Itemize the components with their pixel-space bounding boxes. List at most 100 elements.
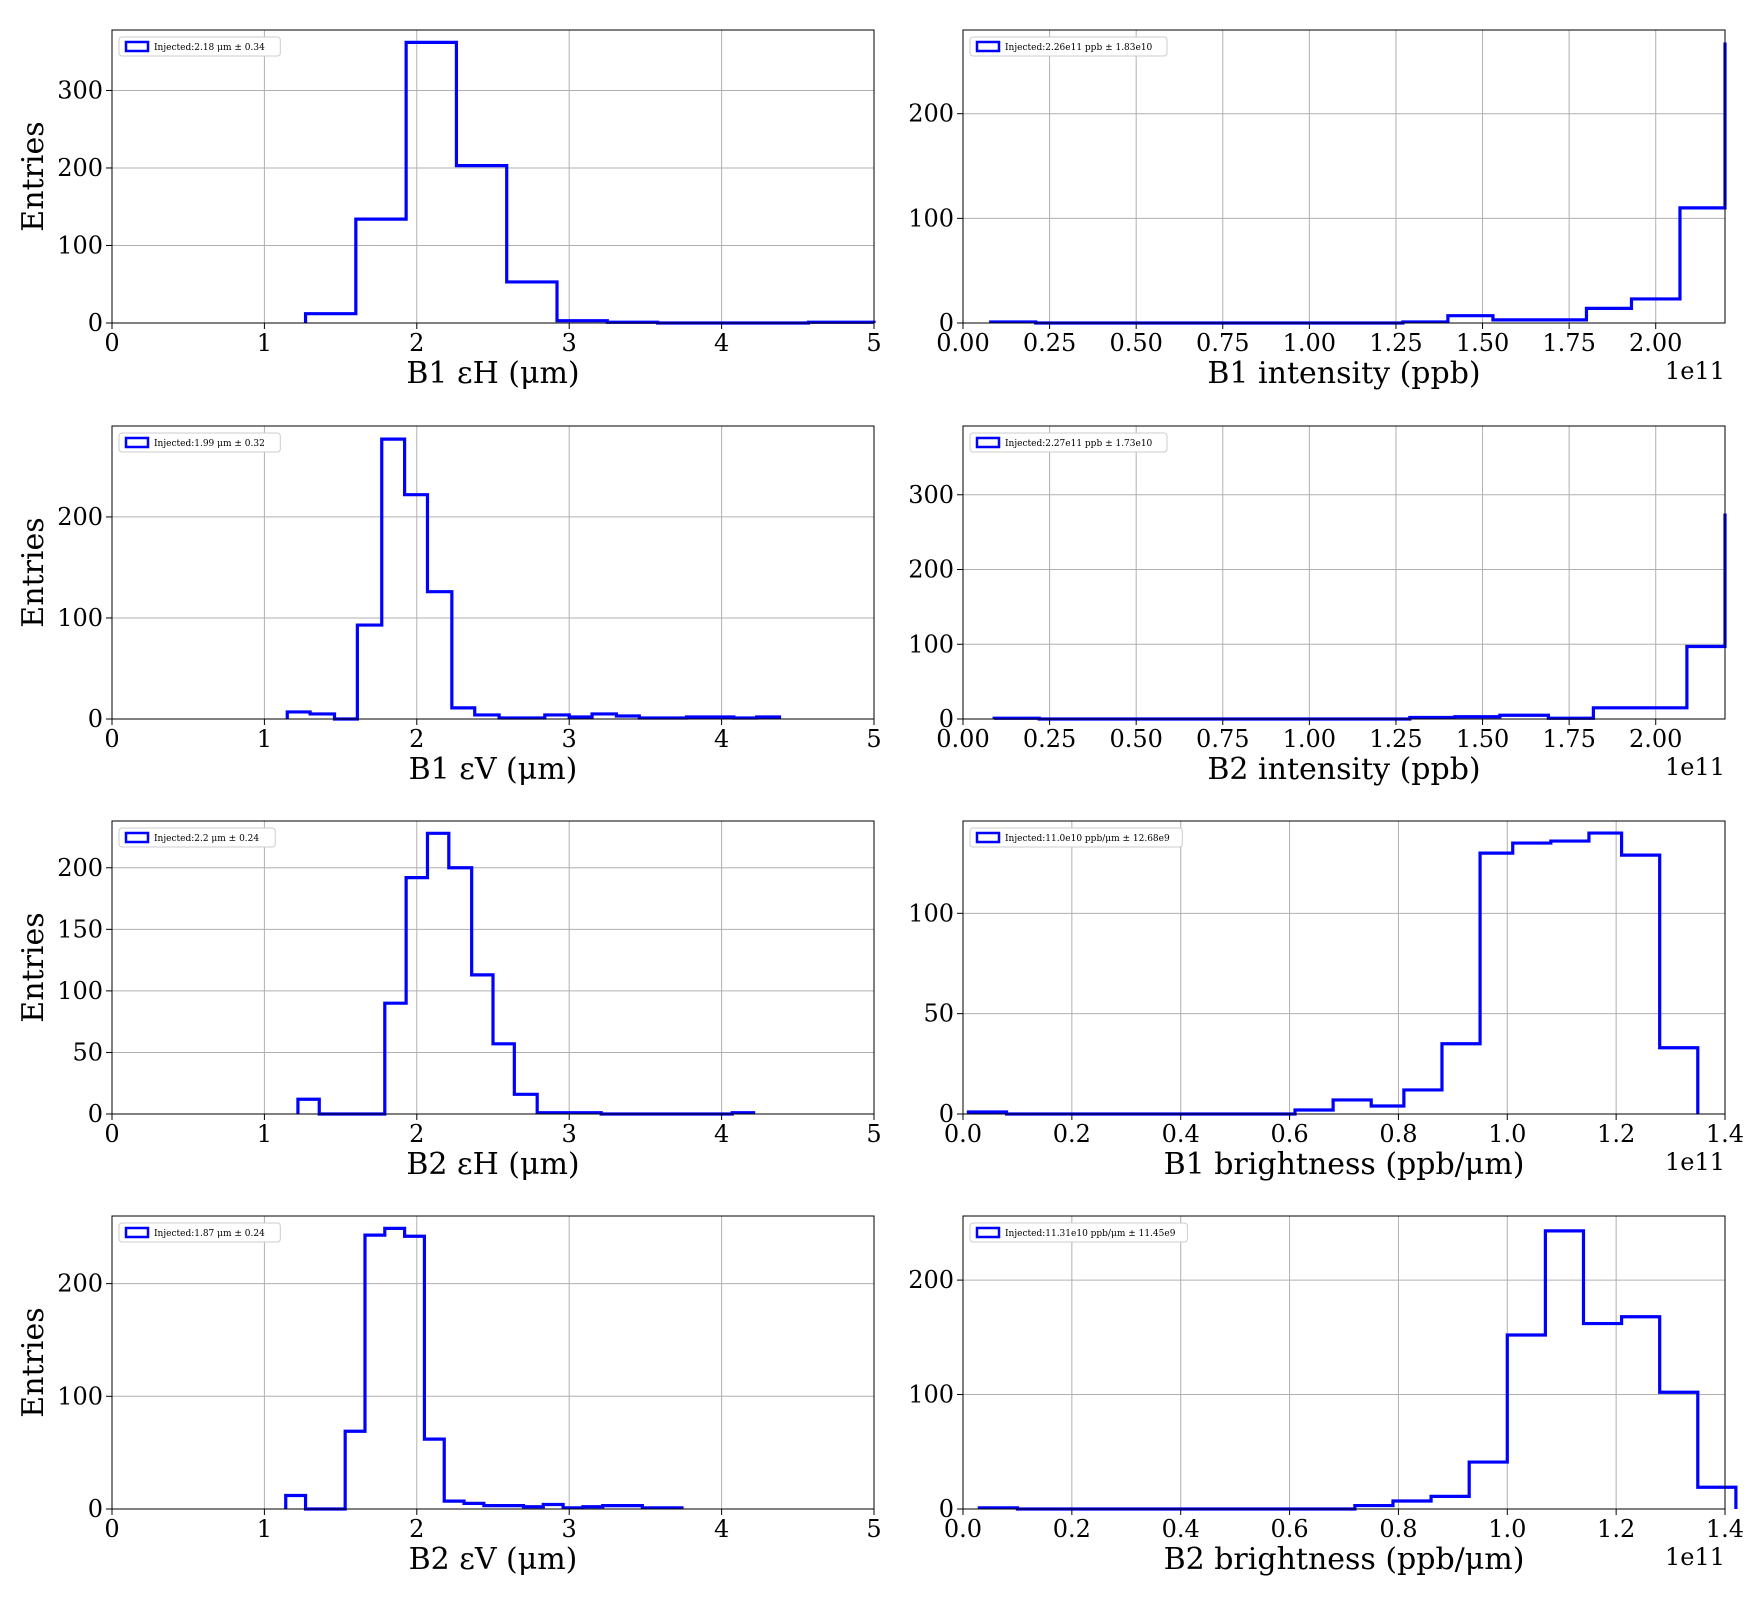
legend-box (969, 432, 1168, 453)
x-axis-label: B1 brightness (ppb/μm) (1164, 1147, 1525, 1182)
x-tick-label: 1 (257, 1120, 272, 1148)
plot-area (112, 426, 874, 719)
x-tick-label: 0 (104, 1120, 119, 1148)
plot-area (112, 30, 874, 323)
axes-frame (111, 820, 875, 1115)
y-tick-label: 150 (57, 915, 103, 943)
legend-box (969, 827, 1183, 848)
x-tick-label: 0.00 (936, 725, 989, 753)
axes-frame (962, 820, 1726, 1115)
x-tick-label: 3 (562, 725, 577, 753)
x-tick-label: 0.8 (1379, 1515, 1417, 1543)
legend-swatch (975, 40, 1001, 53)
x-tick-label: 1.0 (1488, 1120, 1526, 1148)
y-tick-label: 0 (88, 1100, 103, 1128)
x-axis-label: B2 εV (μm) (409, 1542, 578, 1577)
x-tick-label: 0.4 (1162, 1120, 1200, 1148)
histogram-panel: 0.00 0.25 0.50 0.75 1.00 1.25 1.50 1.75 2.00 0 100… (908, 425, 1727, 787)
x-axis-label: B1 εH (μm) (406, 356, 579, 391)
x-tick-label: 1.2 (1597, 1120, 1635, 1148)
y-tick-label: 100 (57, 1382, 103, 1410)
x-tick-label: 0.75 (1196, 725, 1249, 753)
x-tick-label: 1.0 (1488, 1515, 1526, 1543)
axes-frame (111, 425, 875, 720)
x-scale-offset-label: 1e11 (1665, 1543, 1725, 1571)
x-tick-label: 2.00 (1629, 725, 1682, 753)
legend-swatch (124, 40, 150, 53)
plot-area (112, 821, 874, 1114)
plot-area (112, 1216, 874, 1509)
x-tick-label: 4 (714, 1120, 729, 1148)
x-tick-label: 1.4 (1706, 1120, 1744, 1148)
legend-label: Injected:1.99 μm ± 0.32 (154, 439, 265, 449)
x-tick-label: 0 (104, 1515, 119, 1543)
axes-frame (962, 425, 1726, 720)
x-tick-label: 1.25 (1369, 725, 1422, 753)
x-tick-label: 5 (866, 329, 881, 357)
x-tick-label: 4 (714, 725, 729, 753)
y-tick-label: 0 (88, 1495, 103, 1523)
x-tick-label: 2 (409, 1515, 424, 1543)
y-tick-label: 200 (908, 556, 954, 584)
x-tick-label: 3 (562, 1515, 577, 1543)
x-tick-label: 0 (104, 329, 119, 357)
legend-box (969, 1222, 1188, 1243)
y-tick-label: 0 (88, 705, 103, 733)
x-tick-label: 1.00 (1283, 725, 1336, 753)
x-tick-label: 1.75 (1542, 329, 1595, 357)
plot-area (963, 821, 1725, 1114)
x-tick-label: 0.00 (936, 329, 989, 357)
x-tick-label: 2.00 (1629, 329, 1682, 357)
x-axis-label: B1 intensity (ppb) (1207, 356, 1480, 391)
legend-box (118, 432, 281, 453)
axes-frame (962, 29, 1726, 324)
y-tick-label: 100 (908, 630, 954, 658)
x-tick-label: 0.0 (944, 1515, 982, 1543)
legend-box (118, 1222, 281, 1243)
x-tick-label: 3 (562, 1120, 577, 1148)
axes-frame (962, 1215, 1726, 1510)
legend-label: Injected:11.0e10 ppb/μm ± 12.68e9 (1005, 834, 1170, 844)
histogram-panel: 0.0 0.2 0.4 0.6 0.8 1.0 1.2 1.4 0 50 100 B1 brightn… (908, 820, 1744, 1182)
x-axis-label: B1 εV (μm) (409, 752, 578, 787)
y-axis-label: Entries (16, 121, 51, 231)
x-tick-label: 2 (409, 725, 424, 753)
legend-box (118, 36, 281, 57)
y-tick-label: 200 (57, 154, 103, 182)
legend-swatch (975, 1226, 1001, 1239)
x-tick-label: 1.50 (1456, 725, 1509, 753)
x-tick-label: 4 (714, 329, 729, 357)
x-tick-label: 1.25 (1369, 329, 1422, 357)
plot-area (963, 1216, 1725, 1509)
legend-swatch (975, 831, 1001, 844)
x-tick-label: 0.0 (944, 1120, 982, 1148)
histogram-panel: 0 1 2 3 4 5 0 100 200 B2 εV (μm) Entries Injected:1… (16, 1215, 882, 1577)
x-tick-label: 1.2 (1597, 1515, 1635, 1543)
legend-swatch (975, 436, 1001, 449)
x-tick-label: 3 (562, 329, 577, 357)
legend-label: Injected:1.87 μm ± 0.24 (154, 1229, 265, 1239)
y-tick-label: 0 (88, 309, 103, 337)
y-tick-label: 200 (908, 100, 954, 128)
legend-box (969, 36, 1168, 57)
y-tick-label: 50 (923, 1000, 954, 1028)
x-tick-label: 0.50 (1109, 329, 1162, 357)
y-tick-label: 0 (939, 309, 954, 337)
x-tick-label: 0.2 (1053, 1515, 1091, 1543)
y-tick-label: 200 (57, 854, 103, 882)
x-tick-label: 1 (257, 1515, 272, 1543)
y-tick-label: 200 (908, 1266, 954, 1294)
y-axis-label: Entries (16, 1307, 51, 1417)
y-tick-label: 100 (57, 231, 103, 259)
x-tick-label: 0.25 (1023, 725, 1076, 753)
plot-area (963, 30, 1725, 323)
x-scale-offset-label: 1e11 (1665, 1148, 1725, 1176)
y-tick-label: 200 (57, 1270, 103, 1298)
legend-label: Injected:2.18 μm ± 0.34 (154, 43, 265, 53)
x-tick-label: 0.4 (1162, 1515, 1200, 1543)
histogram-panel: 0.00 0.25 0.50 0.75 1.00 1.25 1.50 1.75 2.00 0 100… (908, 29, 1727, 391)
x-tick-label: 1.75 (1542, 725, 1595, 753)
y-axis-label: Entries (16, 912, 51, 1022)
x-tick-label: 0.50 (1109, 725, 1162, 753)
